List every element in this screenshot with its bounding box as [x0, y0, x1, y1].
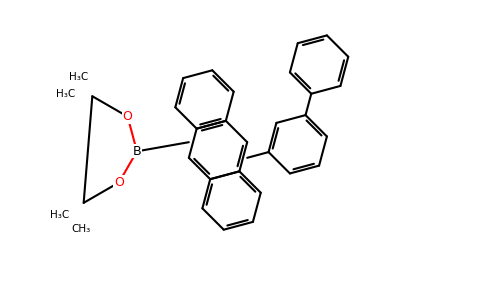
Text: H₃C: H₃C	[50, 210, 69, 220]
Text: B: B	[133, 145, 141, 158]
Text: O: O	[122, 110, 133, 123]
Text: O: O	[114, 176, 124, 189]
Text: CH₃: CH₃	[72, 224, 91, 234]
Text: H₃C: H₃C	[56, 89, 76, 99]
Text: H₃C: H₃C	[69, 72, 89, 82]
